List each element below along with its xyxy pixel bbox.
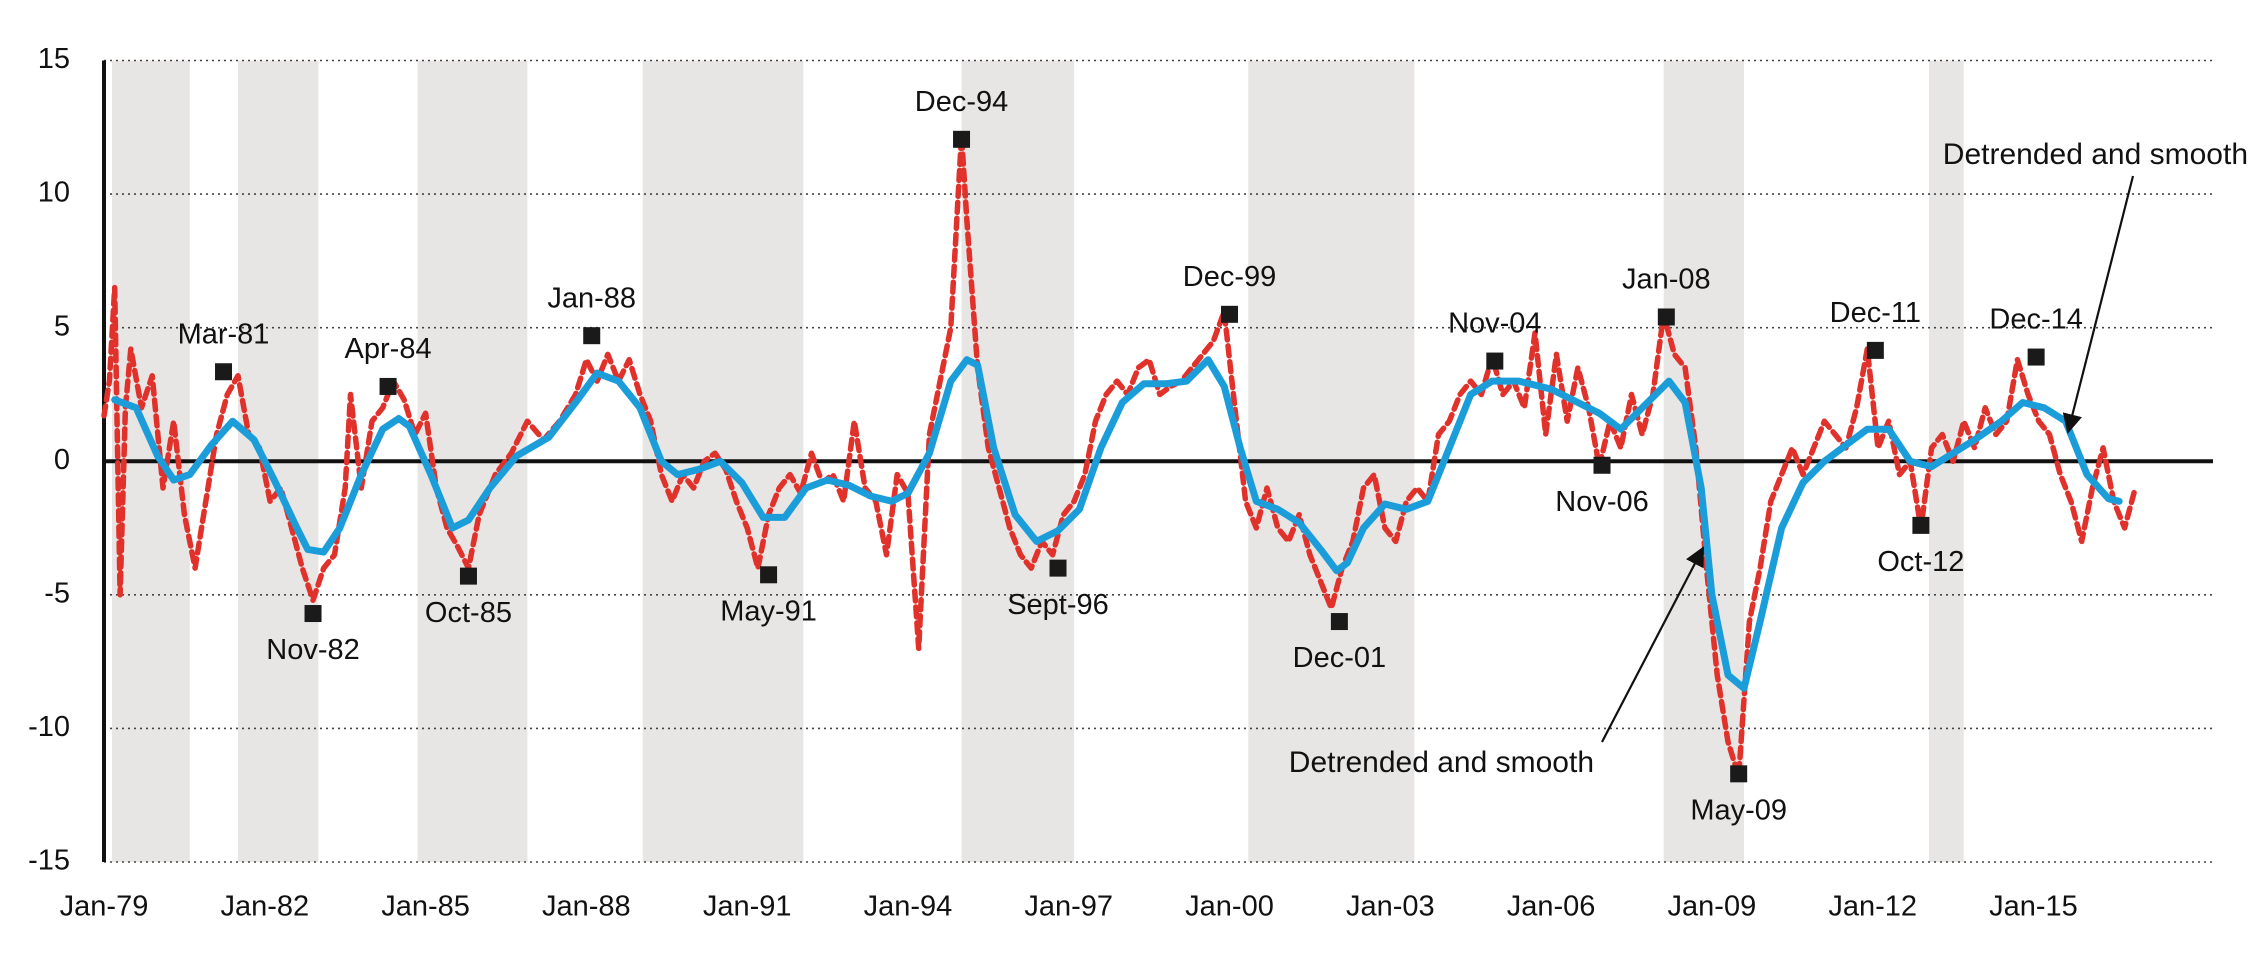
x-tick-label: Jan-00: [1185, 891, 1274, 923]
x-tick-label: Jan-12: [1828, 891, 1917, 923]
turning-point: [1049, 559, 1067, 577]
x-tick-label: Jan-09: [1668, 891, 1757, 923]
turning-point: [1730, 765, 1748, 783]
annotation: Detrended and smooth: [1943, 138, 2248, 171]
turning-point: [1912, 516, 1930, 534]
turning-point: [304, 605, 322, 623]
turning-point-label: Dec-14: [1989, 304, 2083, 336]
turning-point-label: Mar-81: [178, 318, 270, 350]
turning-point-label: Sept-96: [1007, 589, 1109, 621]
y-tick-label: -5: [44, 577, 70, 609]
x-tick-label: Jan-15: [1989, 891, 2078, 923]
y-tick-label: 15: [38, 43, 70, 75]
turning-point: [1866, 341, 1884, 359]
annotation-arrow: [1601, 546, 1704, 743]
y-tick-label: -15: [28, 845, 70, 877]
turning-point: [215, 363, 233, 381]
turning-point: [760, 566, 778, 584]
turning-point-label: Dec-11: [1830, 297, 1921, 329]
turning-point-label: Dec-01: [1293, 642, 1387, 674]
turning-point: [1657, 308, 1675, 326]
grid-layer: 15 10 5 0 -5 -10 -15 Jan-79 Jan-82 Jan-85 Jan-88 Ja…: [28, 43, 2213, 923]
turning-point-label: Jan-08: [1622, 264, 1711, 296]
turning-point-label: Oct-12: [1877, 546, 1964, 578]
turning-point-label: Nov-04: [1448, 308, 1542, 340]
y-tick-label: 10: [38, 177, 70, 209]
turning-point-label: May-09: [1690, 794, 1787, 826]
series-line: [111, 356, 2123, 692]
turning-point: [1221, 305, 1239, 323]
y-tick-label: 0: [54, 444, 70, 476]
series-line: [101, 132, 2139, 780]
turning-point: [953, 130, 971, 148]
turning-point-label: Dec-94: [915, 86, 1009, 118]
x-tick-label: Jan-03: [1346, 891, 1435, 923]
annotation-layer: Mar-81 Nov-82 Apr-84 Oct-85 Jan-88 May-91 Dec-…: [178, 86, 2248, 827]
turning-point-label: May-91: [720, 595, 817, 627]
line-layer: [101, 132, 2139, 780]
x-tick-label: Jan-82: [220, 891, 309, 923]
x-tick-label: Jan-94: [864, 891, 953, 923]
x-tick-label: Jan-91: [703, 891, 792, 923]
turning-point-label: Jan-88: [547, 282, 636, 314]
turning-point: [379, 377, 397, 395]
x-tick-label: Jan-88: [542, 891, 631, 923]
x-tick-label: Jan-97: [1024, 891, 1113, 923]
turning-point: [1486, 352, 1504, 370]
turning-point: [459, 567, 477, 585]
annotation: Detrended and smooth: [1289, 746, 1594, 779]
y-tick-label: 5: [54, 310, 70, 342]
turning-point-label: Nov-06: [1555, 486, 1649, 518]
turning-point-label: Oct-85: [425, 597, 512, 629]
x-tick-label: Jan-85: [381, 891, 470, 923]
x-tick-label: Jan-06: [1507, 891, 1596, 923]
annotation-arrow: [2062, 175, 2135, 434]
turning-point-label: Nov-82: [266, 634, 360, 666]
turning-point-label: Apr-84: [345, 333, 432, 365]
x-tick-label: Jan-79: [60, 891, 149, 923]
y-tick-label: -10: [28, 711, 70, 743]
turning-point: [583, 327, 601, 345]
turning-point: [1330, 613, 1348, 631]
turning-point-label: Dec-99: [1183, 261, 1277, 293]
turning-point: [2027, 348, 2045, 366]
turning-point: [1593, 456, 1611, 474]
